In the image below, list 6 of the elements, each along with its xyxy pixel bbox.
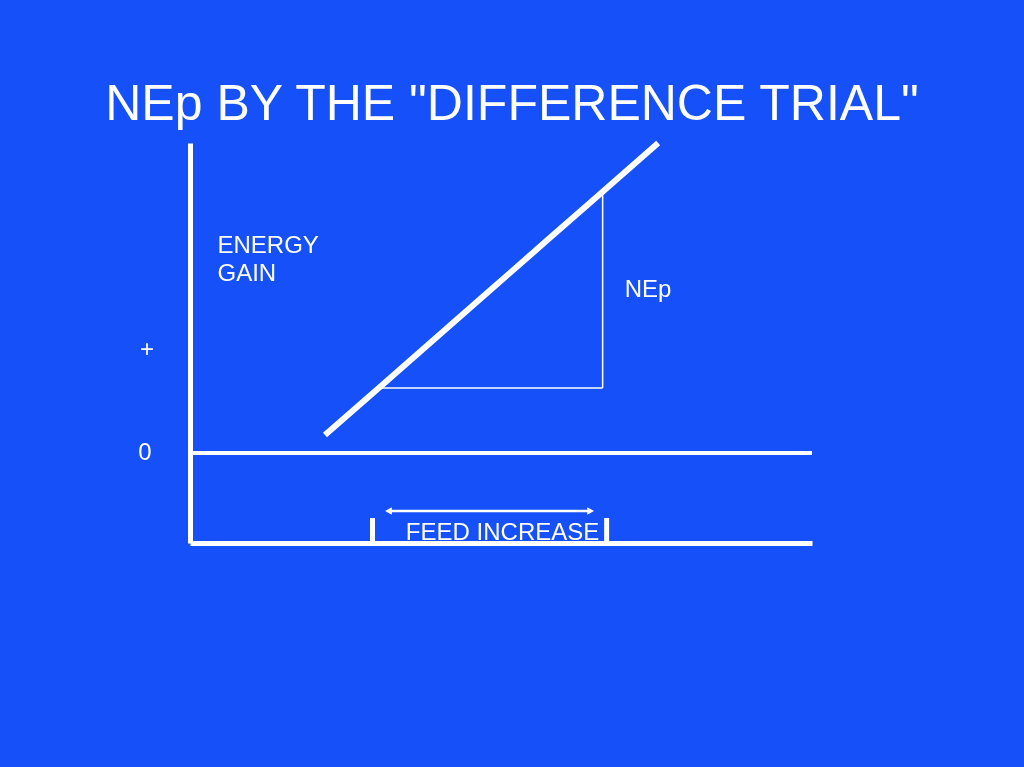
text: FEED INCREASE	[405, 518, 600, 545]
y-axis-title: ENERGY GAIN	[217, 230, 319, 286]
ref-line-label: 0	[138, 438, 152, 466]
chart-title: NEp BY THE "DIFFERENCE TRIAL"	[105, 75, 919, 131]
text: +	[139, 335, 155, 362]
annotation: NEp	[624, 274, 672, 302]
